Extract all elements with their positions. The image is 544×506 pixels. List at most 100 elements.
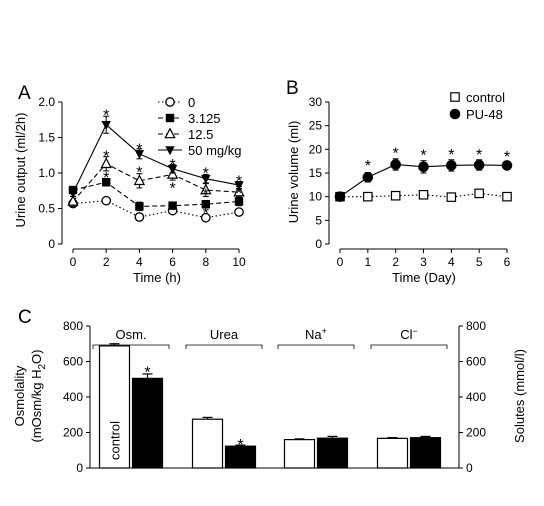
category-bracket <box>185 344 263 349</box>
data-point <box>446 192 457 202</box>
y-tick-label-right: 400 <box>466 390 486 404</box>
data-point <box>363 191 373 202</box>
significance-star: * <box>103 170 109 187</box>
x-tick-label: 3 <box>420 255 427 269</box>
y-tick-label: 1.5 <box>38 131 55 145</box>
data-point <box>473 159 485 171</box>
category-label: Cl− <box>400 326 418 342</box>
significance-star: * <box>236 186 242 203</box>
significance-star: * <box>476 147 482 164</box>
data-point <box>234 181 244 191</box>
y-tick-label-left: 400 <box>63 390 83 404</box>
x-tick-label: 4 <box>448 255 455 269</box>
chart-c-ylabel-left-line2: (mOsm/kg H2O) <box>29 350 48 443</box>
data-point <box>168 201 177 210</box>
series-line-1 <box>72 181 240 207</box>
x-tick-label: 8 <box>202 255 209 269</box>
significance-star: * <box>169 181 175 198</box>
x-tick-label: 6 <box>169 255 176 269</box>
x-tick-label: 2 <box>392 255 399 269</box>
legend-label: PU-48 <box>466 107 503 122</box>
data-point <box>201 200 210 209</box>
data-point <box>501 160 513 171</box>
y-tick-label-left: 200 <box>63 426 83 440</box>
bar-control <box>283 439 316 469</box>
significance-star: * <box>448 147 454 164</box>
data-point <box>200 212 211 223</box>
bar-series-label: control <box>108 421 123 460</box>
panel-label-b: B <box>286 78 299 99</box>
x-tick-label: 0 <box>337 255 344 269</box>
x-tick-label: 6 <box>504 255 511 269</box>
significance-star: * <box>103 108 109 125</box>
legend-marker <box>449 108 461 120</box>
y-tick-label-left: 0 <box>76 461 83 475</box>
significance-star: * <box>365 158 371 175</box>
data-point <box>135 202 144 211</box>
y-tick-label: 15 <box>309 166 323 180</box>
chart-c-ylabel-left-line1: Osmolality <box>12 365 27 426</box>
series-line-3 <box>72 123 240 194</box>
x-tick-label: 2 <box>103 255 110 269</box>
y-tick-label-right: 800 <box>466 319 486 333</box>
chart-c-ylabel-right: Solutes (mmol/l) <box>512 349 527 443</box>
data-point <box>102 178 111 187</box>
significance-star: * <box>136 142 142 159</box>
data-point <box>68 189 78 199</box>
chart-a: 00.51.01.52.00 2 4 6 8 10***** *******03.12512… <box>38 95 246 269</box>
x-tick-label: 5 <box>476 255 483 269</box>
data-point <box>100 157 112 169</box>
category-bracket <box>277 344 355 349</box>
chart-a-ylabel: Urine output (ml/2h) <box>13 113 28 228</box>
y-tick-label: 1.0 <box>38 166 55 180</box>
significance-star: * <box>103 149 109 166</box>
legend-marker <box>450 92 460 102</box>
chart-a-xlabel: Time (h) <box>133 270 181 285</box>
data-point <box>502 191 512 202</box>
data-point <box>134 212 145 222</box>
data-point <box>418 189 429 200</box>
y-tick-label-right: 200 <box>466 426 486 440</box>
data-point <box>362 171 374 183</box>
legend-marker <box>165 146 175 156</box>
bar-control <box>376 437 409 469</box>
data-point <box>334 191 346 202</box>
significance-star: * <box>136 164 142 181</box>
bar-PU-48 <box>409 437 442 469</box>
data-point <box>234 197 244 206</box>
legend-label: control <box>466 90 505 105</box>
significance-star: * <box>144 365 150 382</box>
y-tick-label: 10 <box>309 190 323 204</box>
data-point <box>133 174 146 186</box>
category-bracket <box>92 344 170 349</box>
category-label: Na+ <box>305 326 327 342</box>
legend-label: 3.125 <box>188 111 221 126</box>
x-tick-label: 4 <box>136 255 143 269</box>
data-point <box>200 183 212 195</box>
data-point <box>67 194 79 206</box>
data-point <box>390 159 401 170</box>
y-tick-label: 25 <box>309 119 323 133</box>
y-tick-label: 2.0 <box>38 95 55 109</box>
significance-star: * <box>393 145 399 162</box>
y-tick-label: 30 <box>309 95 323 109</box>
bar-series-label: PU-48 <box>141 423 156 460</box>
data-point <box>446 160 457 171</box>
significance-star: * <box>420 147 426 164</box>
bar-PU-48 <box>316 437 349 469</box>
data-point <box>234 207 244 217</box>
y-tick-label-right: 0 <box>466 461 473 475</box>
legend-label: 50 mg/kg <box>188 143 241 158</box>
data-point <box>201 174 211 184</box>
series-line-2 <box>72 163 240 202</box>
significance-star: * <box>504 149 510 166</box>
legend-marker <box>165 113 175 123</box>
category-label: Osm. <box>115 327 146 342</box>
x-tick-label: 10 <box>232 255 246 269</box>
category-bracket <box>370 344 448 349</box>
significance-star: * <box>203 186 209 203</box>
y-tick-label: 0 <box>315 237 322 251</box>
data-point <box>390 190 401 201</box>
panel-label-c: C <box>18 307 32 328</box>
